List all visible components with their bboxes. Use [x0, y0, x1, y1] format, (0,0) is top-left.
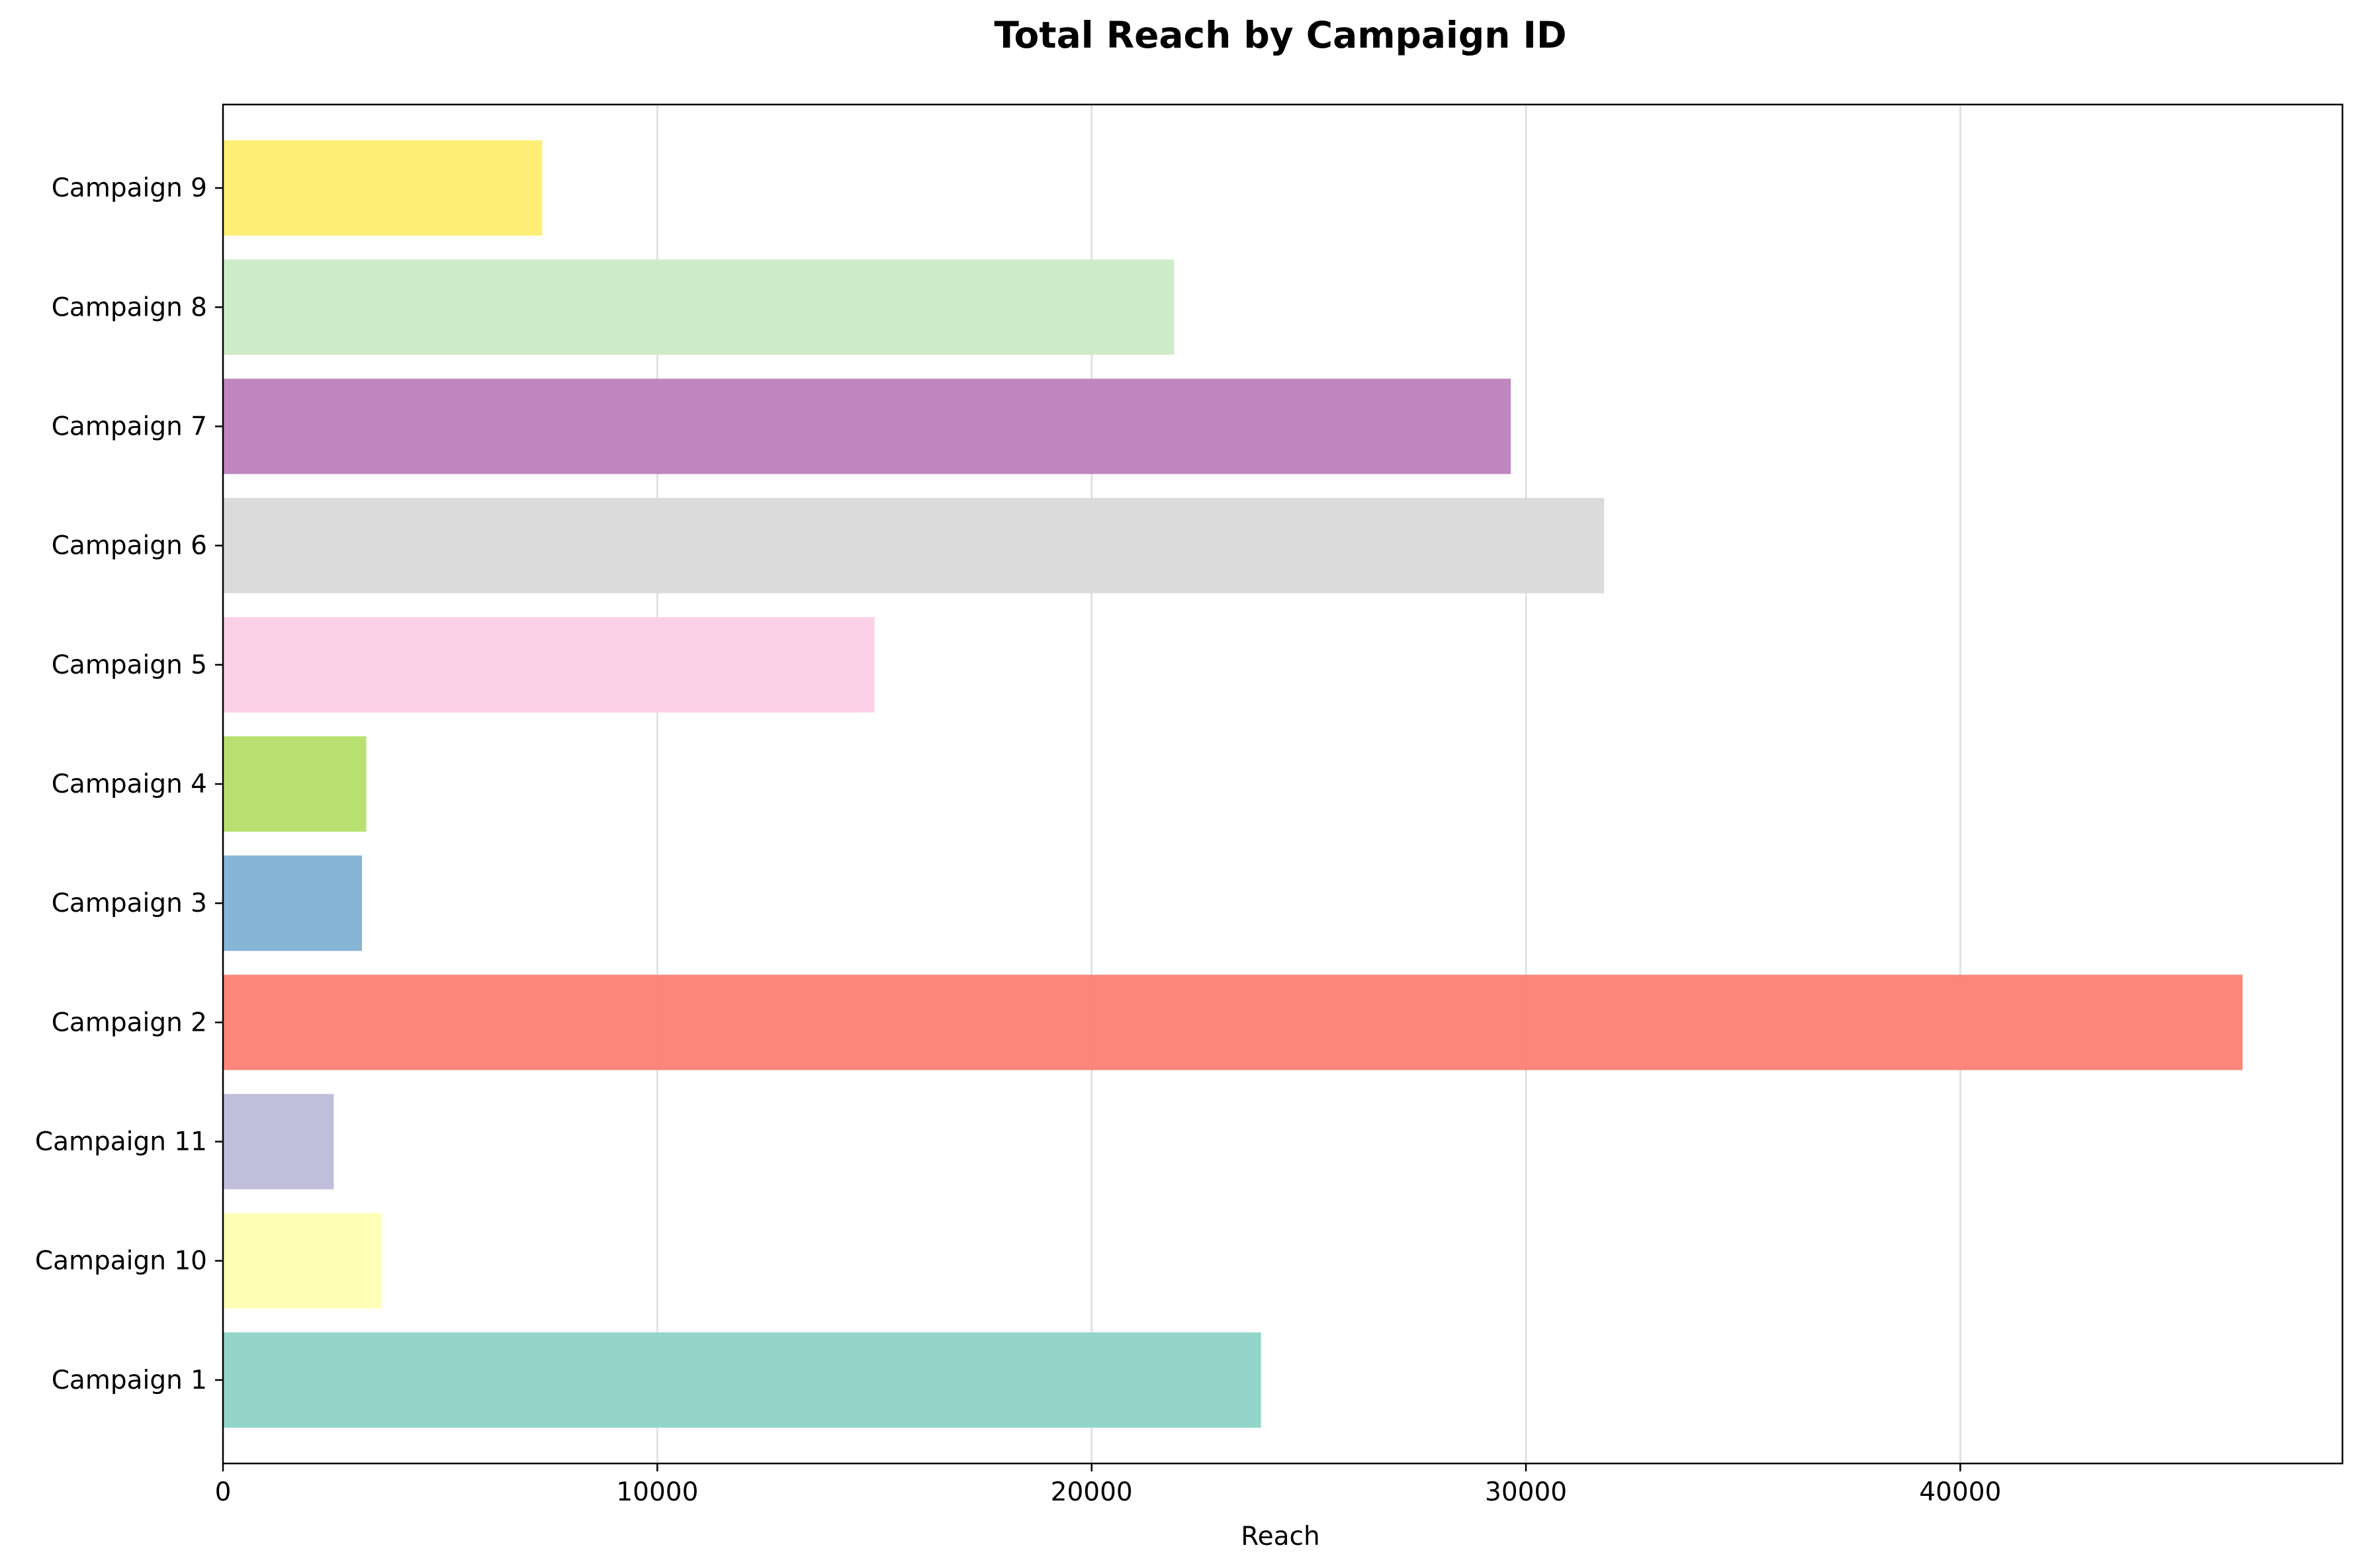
chart-title: Total Reach by Campaign ID — [994, 14, 1566, 56]
y-tick-label: Campaign 1 — [52, 1366, 207, 1395]
y-tick-label: Campaign 11 — [35, 1127, 207, 1157]
y-tick-label: Campaign 2 — [52, 1008, 207, 1037]
y-axis-ticks: Campaign 1 Campaign 10 Campaign 11 Campaign… — [35, 173, 223, 1395]
y-tick-label: Campaign 4 — [52, 769, 207, 799]
y-tick-label: Campaign 10 — [35, 1246, 207, 1276]
x-tick-label: 0 — [215, 1477, 232, 1507]
bar — [223, 259, 1175, 355]
bar — [223, 1094, 334, 1190]
y-tick-label: Campaign 6 — [52, 531, 207, 561]
bar — [223, 1332, 1261, 1428]
y-tick-label: Campaign 3 — [52, 889, 207, 918]
bar — [223, 736, 367, 832]
bar — [223, 855, 363, 951]
bar — [223, 378, 1511, 474]
bar — [223, 975, 2243, 1070]
x-tick-label: 10000 — [616, 1477, 698, 1507]
bar — [223, 140, 543, 236]
x-axis-ticks: 0 10000 20000 30000 40000 — [215, 1463, 2001, 1507]
x-tick-label: 30000 — [1485, 1477, 1567, 1507]
x-tick-label: 40000 — [1919, 1477, 2001, 1507]
bars — [223, 140, 2243, 1428]
y-tick-label: Campaign 5 — [52, 650, 207, 680]
y-tick-label: Campaign 7 — [52, 412, 207, 441]
bar — [223, 498, 1605, 593]
x-tick-label: 20000 — [1051, 1477, 1133, 1507]
x-axis-label: Reach — [1241, 1522, 1319, 1551]
bar — [223, 1213, 382, 1309]
y-tick-label: Campaign 8 — [52, 292, 207, 322]
bar — [223, 617, 875, 713]
y-tick-label: Campaign 9 — [52, 173, 207, 203]
